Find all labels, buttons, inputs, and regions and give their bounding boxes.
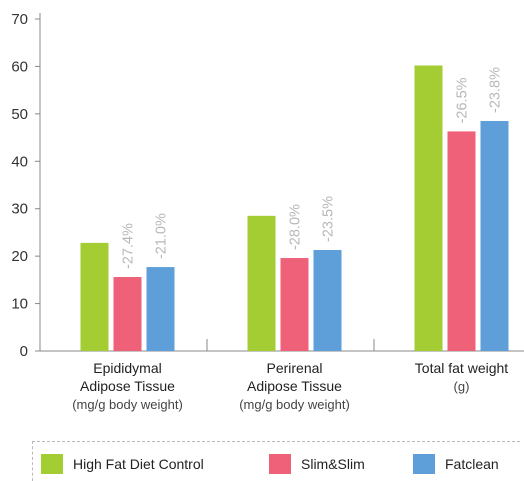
bar xyxy=(414,65,443,351)
legend-item-high-fat-diet-control: High Fat Diet Control xyxy=(41,454,204,474)
change-label: -28.0% xyxy=(288,204,304,250)
legend-item-slim-slim: Slim&Slim xyxy=(269,454,365,474)
y-tick-label: 60 xyxy=(11,58,28,75)
x-category-label: Perirenal xyxy=(266,360,322,376)
bar xyxy=(113,277,142,351)
y-tick-label: 10 xyxy=(11,296,28,313)
legend-label-high-fat-diet-control: High Fat Diet Control xyxy=(73,456,204,472)
legend-label-fatclean: Fatclean xyxy=(445,456,499,472)
x-category-label: Epididymal xyxy=(93,360,161,376)
y-tick-label: 20 xyxy=(11,248,28,265)
change-label: -23.5% xyxy=(321,196,337,242)
change-label: -23.8% xyxy=(488,67,504,113)
legend-label-slim-slim: Slim&Slim xyxy=(301,456,365,472)
y-tick-label: 30 xyxy=(11,201,28,218)
bar xyxy=(313,249,342,351)
y-tick-label: 50 xyxy=(11,106,28,123)
y-tick-label: 40 xyxy=(11,153,28,170)
x-category-label: Adipose Tissue xyxy=(80,378,175,394)
legend-swatch-slim-slim xyxy=(269,454,291,474)
bar xyxy=(280,258,309,351)
legend-swatch-fatclean xyxy=(413,454,435,474)
bar xyxy=(247,215,276,351)
change-label: -21.0% xyxy=(154,213,170,259)
bar xyxy=(447,131,476,351)
change-label: -26.5% xyxy=(455,77,471,123)
bar-chart: 0 10 20 30 40 50 60 70 -27.4% -21.0% Epididymal Adi… xyxy=(11,11,524,412)
x-category-unit: (g) xyxy=(454,379,470,394)
y-tick-label: 0 xyxy=(20,343,28,360)
legend: High Fat Diet Control Slim&Slim Fatclean xyxy=(32,441,520,481)
x-category-unit: (mg/g body weight) xyxy=(239,397,350,412)
change-label: -27.4% xyxy=(121,223,137,269)
bar xyxy=(80,242,109,351)
legend-item-fatclean: Fatclean xyxy=(413,454,499,474)
bar xyxy=(480,120,509,351)
x-category-label: Adipose Tissue xyxy=(247,378,342,394)
x-category-label: Total fat weight xyxy=(415,360,508,376)
bar xyxy=(146,267,175,351)
y-tick-label: 70 xyxy=(11,11,28,28)
legend-swatch-high-fat-diet-control xyxy=(41,454,63,474)
x-category-unit: (mg/g body weight) xyxy=(72,397,183,412)
